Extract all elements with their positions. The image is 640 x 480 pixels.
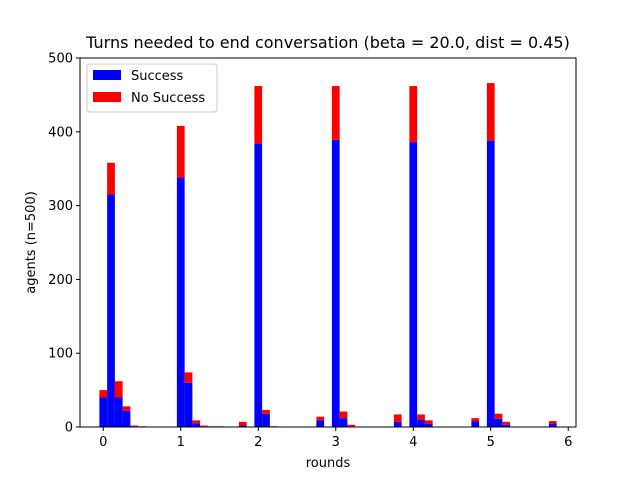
bar-success xyxy=(393,421,402,427)
bar-no-success xyxy=(471,418,480,422)
bar-no-success xyxy=(486,83,495,141)
bar-no-success xyxy=(409,86,418,143)
bar-success xyxy=(192,423,201,427)
bar-success xyxy=(184,382,193,427)
bar-no-success xyxy=(424,420,433,425)
x-tick-label: 3 xyxy=(332,435,340,450)
bar-success xyxy=(548,424,557,427)
x-tick-label: 5 xyxy=(487,435,495,450)
bar-no-success xyxy=(502,421,511,425)
x-tick-label: 0 xyxy=(99,435,107,450)
bar-no-success xyxy=(347,424,356,427)
bar-no-success xyxy=(130,425,139,427)
bar-success xyxy=(99,397,108,427)
bar-success xyxy=(107,194,115,427)
bar-success xyxy=(316,420,325,427)
legend-swatch-no-success xyxy=(93,92,121,102)
bar-no-success xyxy=(494,413,503,419)
bar-success xyxy=(339,418,348,427)
bar-no-success xyxy=(548,421,557,425)
legend-label-success: Success xyxy=(131,69,184,84)
x-tick-label: 2 xyxy=(254,435,262,450)
bar-no-success xyxy=(393,414,402,422)
y-tick-label: 200 xyxy=(48,273,73,288)
legend: Success No Success xyxy=(86,63,218,113)
legend-swatch-success xyxy=(93,70,121,80)
bar-success xyxy=(114,397,123,427)
bar-no-success xyxy=(331,86,340,140)
bar-no-success xyxy=(184,372,193,383)
y-tick-label: 400 xyxy=(48,125,73,140)
plot-frame xyxy=(79,57,577,428)
bar-no-success xyxy=(316,416,325,421)
x-tick-label: 4 xyxy=(409,435,417,450)
bar-no-success xyxy=(192,420,201,424)
bar-success xyxy=(502,424,511,427)
bar-success xyxy=(417,419,425,427)
bar-no-success xyxy=(114,381,123,398)
bar-success xyxy=(494,418,503,427)
bar-no-success xyxy=(417,414,425,420)
x-axis-label: rounds xyxy=(306,456,351,471)
x-tick-label: 1 xyxy=(177,435,185,450)
bar-no-success xyxy=(339,411,348,419)
bar-success xyxy=(486,140,495,427)
y-tick-label: 100 xyxy=(48,347,73,362)
chart-title: Turns needed to end conversation (beta =… xyxy=(85,33,570,52)
bar-success xyxy=(424,424,433,427)
y-axis-label: agents (n=500) xyxy=(24,191,39,294)
bar-success xyxy=(122,410,131,427)
bar-success xyxy=(471,421,480,427)
y-tick-label: 0 xyxy=(65,421,73,436)
bars-layer xyxy=(99,83,557,428)
bar-success xyxy=(176,177,185,427)
y-axis: 0 100 200 300 400 500 xyxy=(48,52,80,436)
bar-no-success xyxy=(254,86,263,144)
bar-no-success xyxy=(262,410,270,414)
x-tick-label: 6 xyxy=(564,435,572,450)
bar-no-success xyxy=(122,406,131,411)
bar-no-success xyxy=(176,125,185,178)
x-axis: 0 1 2 3 4 5 6 xyxy=(99,427,572,450)
bar-no-success xyxy=(107,162,115,195)
bar-success xyxy=(331,139,340,428)
bar-no-success xyxy=(238,421,247,426)
bar-no-success xyxy=(200,425,208,427)
bar-success xyxy=(262,413,270,427)
y-tick-label: 300 xyxy=(48,199,73,214)
bar-success xyxy=(409,142,418,427)
legend-label-no-success: No Success xyxy=(131,91,205,106)
bar-success xyxy=(254,143,263,428)
y-tick-label: 500 xyxy=(48,52,73,67)
bar-success xyxy=(238,425,247,427)
bar-no-success xyxy=(99,390,108,398)
